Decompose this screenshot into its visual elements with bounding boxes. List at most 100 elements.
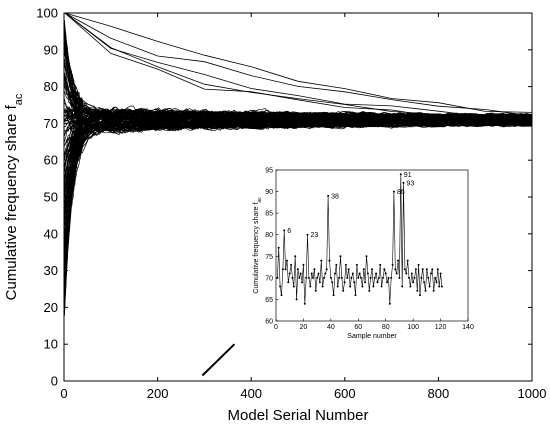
inset-data-point (434, 276, 437, 279)
inset-data-point (287, 281, 290, 284)
inset-data-point (334, 272, 336, 275)
main-y-axis-label-subscript: ac (13, 93, 25, 105)
main-y-tick-label: 30 (44, 263, 58, 278)
inset-data-point (402, 181, 405, 184)
main-x-axis-label: Model Serial Number (228, 407, 369, 424)
inset-data-point (414, 268, 417, 271)
main-y-tick-label: 80 (44, 79, 58, 94)
inset-y-tick-label: 65 (265, 297, 273, 304)
inset-y-axis-label: Cumulative frequency share fac (253, 197, 263, 294)
inset-data-point (339, 255, 342, 258)
inset-data-point (281, 268, 284, 271)
inset-data-point (357, 276, 360, 279)
inset-y-axis-ticks: 60 65 70 75 80 85 90 95 (265, 168, 279, 326)
inset-data-point (362, 268, 365, 271)
inset-data-point (366, 272, 369, 275)
inset-y-tick-label: 90 (265, 189, 273, 196)
inset-data-point (413, 276, 416, 279)
inset-data-point (346, 276, 349, 279)
inset-y-tick-label: 75 (265, 254, 273, 261)
main-y-axis-label: Cumulative frequency share fac (3, 93, 25, 300)
inset-chart: 0 20 40 60 80 100 120 140 60 65 70 75 80 85 90 95 Samp… (236, 158, 486, 344)
inset-data-point (375, 272, 378, 275)
inset-data-point (301, 281, 304, 284)
annotation-arrow (201, 343, 236, 377)
main-y-tick-label: 0 (51, 374, 58, 389)
main-x-tick-label: 800 (428, 386, 450, 401)
inset-data-point (342, 289, 345, 292)
inset-data-point (373, 276, 376, 279)
main-series-line (64, 62, 533, 118)
inset-data-point (394, 268, 397, 271)
inset-data-point (303, 302, 306, 305)
main-y-tick-label: 60 (44, 153, 58, 168)
inset-data-point (421, 268, 424, 271)
inset-x-tick-label: 0 (274, 324, 278, 331)
main-highlighted-series-1 (64, 12, 533, 113)
inset-data-point (440, 285, 443, 288)
main-highlighted-series-4 (64, 12, 533, 121)
inset-x-tick-label: 100 (407, 324, 419, 331)
inset-data-point (392, 190, 395, 193)
inset-data-point (380, 285, 383, 288)
inset-data-point (312, 276, 314, 279)
inset-data-point (360, 276, 362, 279)
inset-data-point (382, 276, 384, 279)
main-y-tick-label: 20 (44, 300, 58, 315)
inset-data-point (313, 268, 316, 271)
inset-data-point (284, 268, 287, 271)
inset-data-point (332, 294, 335, 297)
inset-data-point (349, 285, 352, 288)
inset-data-point (329, 276, 332, 279)
main-series-line (64, 111, 533, 286)
inset-data-point (355, 263, 358, 266)
inset-data-point (401, 285, 404, 288)
inset-data-point (361, 285, 364, 288)
inset-data-point (406, 259, 409, 262)
inset-data-point (391, 263, 394, 266)
inset-data-point (428, 285, 431, 288)
inset-data-point (336, 285, 339, 288)
inset-point-label: 6 (287, 228, 291, 235)
inset-data-point (368, 289, 371, 292)
inset-data-point (299, 272, 302, 275)
inset-data-point (327, 194, 330, 197)
inset-x-tick-label: 140 (462, 324, 474, 331)
inset-point-label: 86 (397, 189, 405, 196)
main-series-line (64, 52, 533, 120)
inset-data-point (420, 276, 423, 279)
inset-x-tick-label: 80 (382, 324, 390, 331)
inset-data-point (397, 259, 400, 262)
inset-data-point (325, 268, 328, 271)
main-series-line (64, 22, 533, 119)
inset-data-point (369, 276, 372, 279)
inset-y-tick-label: 70 (265, 275, 273, 282)
main-series-line (64, 25, 533, 119)
inset-data-point (371, 268, 373, 271)
inset-background (236, 158, 486, 344)
inset-data-point (307, 276, 310, 279)
inset-data-point (286, 259, 288, 262)
inset-data-point (314, 289, 317, 292)
inset-point-label: 93 (407, 180, 415, 187)
inset-data-point (386, 281, 389, 284)
main-series-line (64, 39, 533, 118)
inset-data-point (310, 272, 313, 275)
inset-data-point (390, 276, 393, 279)
inset-data-point (430, 272, 432, 275)
inset-y-tick-label: 85 (265, 211, 273, 218)
main-series-line (64, 109, 532, 280)
inset-data-point (412, 281, 415, 284)
inset-data-point (279, 285, 282, 288)
inset-y-axis-label-subscript: ac (257, 197, 263, 203)
inset-data-point (291, 276, 294, 279)
inset-x-tick-label: 40 (327, 324, 335, 331)
inset-data-point (419, 294, 421, 297)
inset-data-point (416, 289, 419, 292)
inset-data-point (432, 289, 435, 292)
inset-data-point (395, 272, 398, 275)
inset-data-point (280, 294, 283, 297)
